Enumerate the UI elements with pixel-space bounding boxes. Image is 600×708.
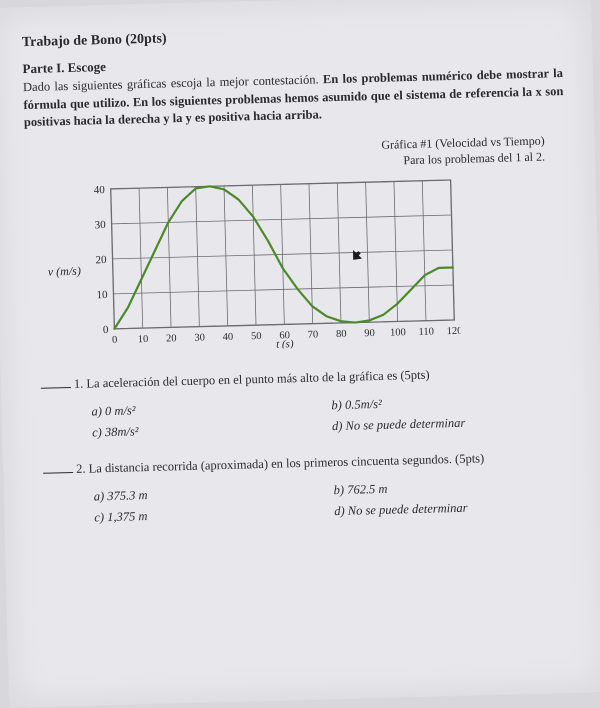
question-1: 1. La aceleración del cuerpo en el punto… bbox=[41, 364, 571, 393]
q2-text: 2. La distancia recorrida (aproximada) e… bbox=[76, 451, 484, 476]
svg-text:110: 110 bbox=[418, 327, 434, 338]
svg-text:0: 0 bbox=[103, 324, 109, 336]
y-axis-label: v (m/s) bbox=[48, 264, 81, 280]
svg-text:120: 120 bbox=[447, 326, 461, 337]
graph-meta: Gráfica #1 (Velocidad vs Tiempo) Para lo… bbox=[25, 132, 566, 180]
svg-text:90: 90 bbox=[364, 328, 375, 339]
chart-svg: 4030201000102030405060708090100110120t (… bbox=[83, 174, 461, 354]
svg-text:10: 10 bbox=[96, 289, 108, 301]
svg-text:50: 50 bbox=[251, 331, 262, 342]
svg-text:20: 20 bbox=[166, 333, 177, 344]
svg-text:20: 20 bbox=[95, 254, 107, 266]
worksheet-title: Trabajo de Bono (20pts) bbox=[22, 21, 562, 51]
q1-options: a) 0 m/s² b) 0.5m/s² c) 38m/s² d) No se … bbox=[91, 389, 572, 444]
svg-text:40: 40 bbox=[94, 184, 106, 196]
question-2: 2. La distancia recorrida (aproximada) e… bbox=[43, 449, 573, 478]
svg-text:30: 30 bbox=[95, 219, 107, 231]
svg-text:70: 70 bbox=[308, 330, 319, 341]
q1-text: 1. La aceleración del cuerpo en el punto… bbox=[74, 368, 430, 391]
svg-text:100: 100 bbox=[390, 327, 406, 338]
svg-text:t (s): t (s) bbox=[276, 338, 294, 350]
svg-text:10: 10 bbox=[138, 334, 149, 345]
svg-text:0: 0 bbox=[112, 335, 118, 346]
answer-blank-2 bbox=[43, 472, 73, 474]
q2-options: a) 375.3 m b) 762.5 m c) 1,375 m d) No s… bbox=[94, 474, 575, 529]
svg-text:30: 30 bbox=[194, 333, 205, 344]
worksheet-page: Trabajo de Bono (20pts) Parte I. Escoge … bbox=[0, 0, 600, 708]
velocity-chart: 4030201000102030405060708090100110120t (… bbox=[83, 174, 461, 359]
chart-region: v (m/s) 40302010001020304050607080901001… bbox=[46, 171, 570, 360]
svg-text:80: 80 bbox=[336, 329, 347, 340]
svg-text:40: 40 bbox=[223, 332, 234, 343]
answer-blank-1 bbox=[41, 387, 71, 389]
